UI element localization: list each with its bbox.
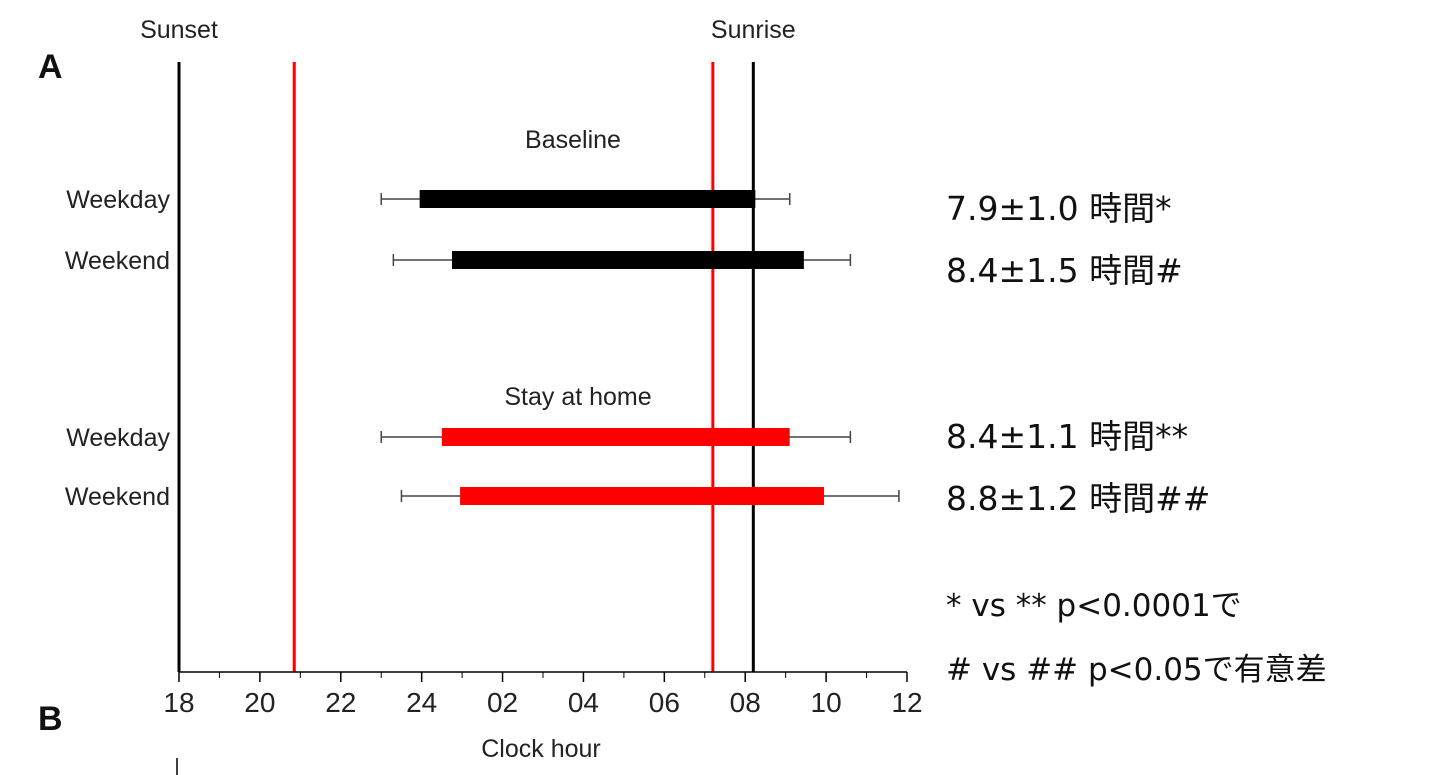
duration-annotation: 8.4±1.5 時間# (946, 251, 1183, 290)
sleep-bars (380, 190, 900, 505)
row-label: Weekend (65, 483, 170, 511)
group-title: Stay at home (504, 383, 651, 411)
x-tick-label: 22 (325, 687, 356, 718)
reference-label-sunrise: Sunrise (711, 16, 796, 44)
row-label: Weekday (66, 186, 170, 214)
x-axis: 18 20 22 24 02 04 06 08 10 12 Clock hour (163, 671, 923, 763)
sleep-bar (441, 428, 790, 446)
annotations: 7.9±1.0 時間* 8.4±1.5 時間# 8.4±1.1 時間** 8.8±1.… (946, 189, 1327, 688)
x-tick-label: 18 (163, 687, 194, 718)
group-title: Baseline (525, 126, 621, 154)
row-labels: Baseline Weekday Weekend Stay at home Weekda… (65, 126, 652, 511)
x-tick-label: 10 (811, 687, 842, 718)
x-tick-label: 06 (649, 687, 680, 718)
x-axis-title: Clock hour (481, 735, 601, 763)
x-tick-label: 20 (244, 687, 275, 718)
x-tick-label: 02 (487, 687, 518, 718)
x-tick-label: 08 (730, 687, 761, 718)
sleep-bar (419, 190, 756, 208)
panel-label-b: B (38, 700, 63, 738)
duration-annotation: 8.8±1.2 時間## (946, 479, 1210, 518)
significance-note: * vs ** p<0.0001で (946, 588, 1242, 624)
reference-lines: Sunset Sunrise (140, 16, 796, 672)
significance-note: # vs ## p<0.05で有意差 (946, 652, 1327, 688)
row-label: Weekday (66, 424, 170, 452)
row-label: Weekend (65, 247, 170, 275)
sleep-bar (460, 487, 825, 505)
duration-annotation: 7.9±1.0 時間* (946, 189, 1172, 228)
x-tick-label: 04 (568, 687, 599, 718)
reference-label-sunset: Sunset (140, 16, 218, 44)
x-tick-label: 12 (891, 687, 922, 718)
sleep-bar (452, 251, 804, 269)
duration-annotation: 8.4±1.1 時間** (946, 417, 1188, 456)
panel-label-a: A (38, 48, 63, 86)
x-tick-label: 24 (406, 687, 437, 718)
